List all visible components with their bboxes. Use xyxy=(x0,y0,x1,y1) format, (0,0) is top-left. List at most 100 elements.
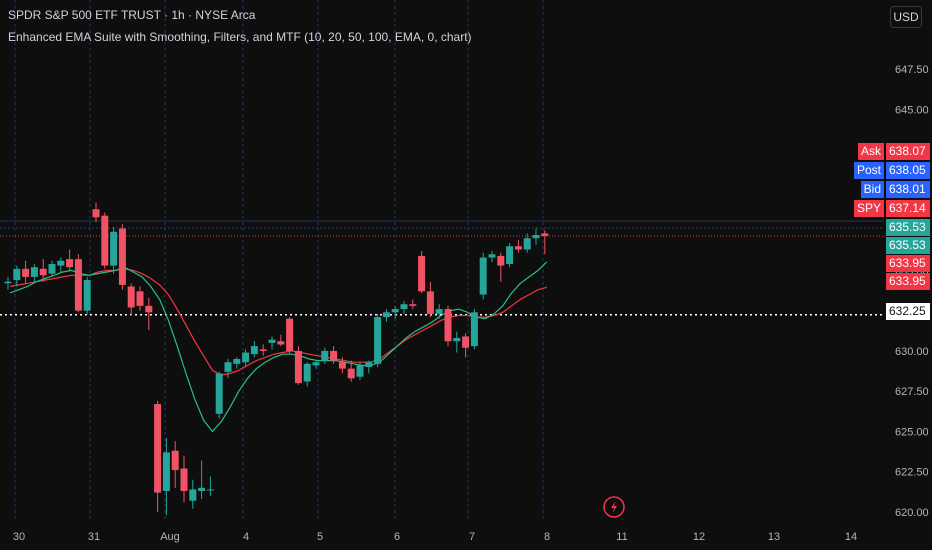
candle-body xyxy=(66,259,74,268)
indicator-legend[interactable]: Enhanced EMA Suite with Smoothing, Filte… xyxy=(8,30,472,44)
candle-body xyxy=(435,309,443,314)
time-tick-label: 4 xyxy=(243,531,249,543)
candle-body xyxy=(294,350,302,384)
time-tick-label: 11 xyxy=(616,531,627,543)
price-tag-label: Post xyxy=(853,162,884,179)
candle-body xyxy=(365,362,373,368)
time-axis[interactable]: 30 31 Aug 4 5 6 7 8 11 12 13 14 xyxy=(13,531,857,543)
lightning-icon[interactable] xyxy=(603,496,625,518)
ema-fast-line xyxy=(9,261,548,433)
candle-body xyxy=(277,341,285,345)
candle-body xyxy=(39,268,47,276)
candle-body xyxy=(198,487,206,492)
candle-body xyxy=(497,255,505,266)
candle-body xyxy=(488,254,496,258)
candle-body xyxy=(57,260,65,266)
candle-body xyxy=(541,233,549,236)
price-tag-label: SPY xyxy=(853,200,884,217)
candle-body xyxy=(259,349,267,351)
candle-body xyxy=(426,291,434,314)
candle-body xyxy=(233,358,241,364)
price-tick-label: 647.50 xyxy=(895,64,929,76)
candle-body xyxy=(409,304,417,306)
candle-body xyxy=(453,338,461,342)
candle-body xyxy=(418,255,426,292)
candle-body xyxy=(444,309,452,342)
candle-body xyxy=(145,305,153,313)
candle-body xyxy=(224,362,232,372)
price-tick-label: 622.50 xyxy=(895,467,929,479)
currency-button[interactable]: USD xyxy=(890,6,922,28)
candle-body xyxy=(356,365,364,377)
candle-body xyxy=(206,489,214,491)
candle-body xyxy=(92,209,100,218)
time-tick-label: 30 xyxy=(13,531,25,543)
candle-body xyxy=(136,291,144,306)
candle-body xyxy=(470,312,478,347)
time-tick-label: 13 xyxy=(768,531,780,543)
candle-body xyxy=(22,268,30,277)
price-tag-value: 635.53 xyxy=(886,219,930,236)
candle-body xyxy=(171,450,179,471)
time-tick-label: 14 xyxy=(845,531,857,543)
price-tag-value: 633.95 xyxy=(886,255,930,272)
candle-body xyxy=(268,339,276,343)
candle-body xyxy=(382,312,390,318)
candle-body xyxy=(110,231,118,266)
price-tag-value: 633.95 xyxy=(886,273,930,290)
ema-lines xyxy=(9,261,548,433)
candle-body xyxy=(338,362,346,369)
candle-body xyxy=(154,404,162,493)
time-tick-label: 7 xyxy=(469,531,475,543)
price-tag-value: 632.25 xyxy=(886,303,930,320)
candle-body xyxy=(30,267,38,277)
candle-body xyxy=(180,468,188,492)
time-tick-label: 5 xyxy=(317,531,323,543)
price-tag-value: 637.14 xyxy=(886,200,930,217)
price-tag-value: 638.01 xyxy=(886,181,930,198)
price-tick-label: 627.50 xyxy=(895,386,929,398)
price-tag-label: Ask xyxy=(857,143,884,160)
candle-body xyxy=(250,346,258,355)
candle-body xyxy=(127,286,135,308)
candle-body xyxy=(286,318,294,351)
price-tick-label: 620.00 xyxy=(895,507,929,519)
symbol-title[interactable]: SPDR S&P 500 ETF TRUST · 1h · NYSE Arca xyxy=(8,8,256,22)
candle-body xyxy=(4,281,12,284)
time-tick-label: 31 xyxy=(88,531,100,543)
candle-body xyxy=(162,452,170,492)
candle-body xyxy=(74,259,82,311)
candle-body xyxy=(303,363,311,382)
candle-body xyxy=(523,238,531,250)
candle-body xyxy=(48,263,56,274)
candle-body xyxy=(506,246,514,264)
price-tag-value: 635.53 xyxy=(886,237,930,254)
time-tick-label: 6 xyxy=(394,531,400,543)
ema-slow-line xyxy=(9,268,547,376)
time-tick-label: Aug xyxy=(160,531,180,543)
price-tag-label: Bid xyxy=(860,181,884,198)
candle-body xyxy=(347,368,355,379)
candle-body xyxy=(514,246,522,250)
price-tag-value: 638.07 xyxy=(886,143,930,160)
candle-body xyxy=(13,268,21,281)
candle-body xyxy=(312,362,320,366)
candle-body xyxy=(189,489,197,501)
candle-body xyxy=(83,280,91,311)
candle-body xyxy=(330,350,338,361)
candle-body xyxy=(400,304,408,310)
price-tag-value: 638.05 xyxy=(886,162,930,179)
candle-body xyxy=(321,350,329,361)
session-grid xyxy=(14,0,544,522)
time-tick-label: 12 xyxy=(693,531,705,543)
time-tick-label: 8 xyxy=(544,531,550,543)
candlesticks xyxy=(4,202,549,516)
candle-body xyxy=(532,235,540,239)
candle-body xyxy=(479,257,487,295)
candle-body xyxy=(118,228,126,285)
candle-body xyxy=(242,352,250,363)
candle-body xyxy=(462,336,470,348)
candle-body xyxy=(391,309,399,313)
price-tick-label: 630.00 xyxy=(895,346,929,358)
